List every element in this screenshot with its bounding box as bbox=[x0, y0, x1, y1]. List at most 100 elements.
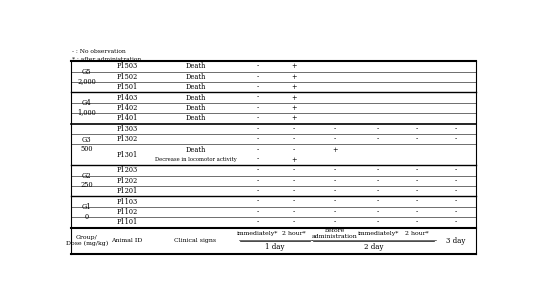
Text: - : No observation: - : No observation bbox=[72, 49, 126, 54]
Text: P1102: P1102 bbox=[116, 208, 138, 216]
Text: 2 hour*: 2 hour* bbox=[282, 231, 305, 236]
Text: +: + bbox=[291, 83, 296, 91]
Text: -: - bbox=[256, 135, 258, 143]
Text: -: - bbox=[256, 62, 258, 70]
Text: 1 day: 1 day bbox=[265, 243, 285, 251]
Text: -: - bbox=[454, 177, 457, 185]
Text: -: - bbox=[256, 125, 258, 133]
Text: +: + bbox=[291, 104, 296, 112]
Text: -: - bbox=[256, 156, 258, 164]
Text: P1203: P1203 bbox=[116, 166, 138, 174]
Text: Group/
Dose (mg/kg): Group/ Dose (mg/kg) bbox=[66, 235, 108, 246]
Text: -: - bbox=[377, 218, 380, 226]
Text: 3 day: 3 day bbox=[446, 237, 466, 245]
Text: -: - bbox=[454, 125, 457, 133]
Text: -: - bbox=[256, 83, 258, 91]
Text: -: - bbox=[454, 208, 457, 216]
Text: -: - bbox=[416, 218, 418, 226]
Text: -: - bbox=[416, 198, 418, 206]
Text: 2 hour*: 2 hour* bbox=[405, 231, 429, 236]
Text: immediately*: immediately* bbox=[358, 231, 399, 236]
Text: +: + bbox=[291, 73, 296, 81]
Text: -: - bbox=[416, 166, 418, 174]
Text: -: - bbox=[377, 208, 380, 216]
Text: G5
2,000: G5 2,000 bbox=[77, 68, 96, 86]
Text: P1303: P1303 bbox=[116, 125, 138, 133]
Text: -: - bbox=[256, 177, 258, 185]
Text: -: - bbox=[454, 198, 457, 206]
Text: G3
500: G3 500 bbox=[81, 136, 93, 153]
Text: -: - bbox=[293, 198, 295, 206]
Text: -: - bbox=[454, 218, 457, 226]
Text: +: + bbox=[291, 62, 296, 70]
Text: +: + bbox=[332, 146, 337, 154]
Text: -: - bbox=[256, 218, 258, 226]
Text: 2 day: 2 day bbox=[364, 243, 383, 251]
Text: Death: Death bbox=[185, 73, 206, 81]
Text: -: - bbox=[334, 198, 336, 206]
Text: -: - bbox=[293, 146, 295, 154]
Text: Death: Death bbox=[185, 146, 206, 154]
Text: P1302: P1302 bbox=[116, 135, 138, 143]
Text: Clinical signs: Clinical signs bbox=[174, 238, 216, 243]
Text: -: - bbox=[293, 135, 295, 143]
Text: P1403: P1403 bbox=[116, 94, 138, 102]
Text: -: - bbox=[256, 198, 258, 206]
Text: Animal ID: Animal ID bbox=[112, 238, 143, 243]
Text: +: + bbox=[291, 114, 296, 122]
Text: -: - bbox=[377, 135, 380, 143]
Text: Decrease in locomotor activity: Decrease in locomotor activity bbox=[154, 157, 236, 162]
Text: -: - bbox=[454, 166, 457, 174]
Text: P1202: P1202 bbox=[116, 177, 138, 185]
Text: -: - bbox=[256, 208, 258, 216]
Text: Death: Death bbox=[185, 94, 206, 102]
Text: -: - bbox=[334, 208, 336, 216]
Text: -: - bbox=[293, 187, 295, 195]
Text: P1103: P1103 bbox=[116, 198, 138, 206]
Text: P1502: P1502 bbox=[116, 73, 138, 81]
Text: P1301: P1301 bbox=[116, 151, 138, 159]
Text: -: - bbox=[334, 125, 336, 133]
Text: P1501: P1501 bbox=[116, 83, 138, 91]
Text: -: - bbox=[416, 135, 418, 143]
Text: -: - bbox=[377, 187, 380, 195]
Text: +: + bbox=[291, 156, 296, 164]
Text: -: - bbox=[416, 177, 418, 185]
Text: -: - bbox=[377, 125, 380, 133]
Text: -: - bbox=[334, 166, 336, 174]
Text: -: - bbox=[256, 187, 258, 195]
Text: -: - bbox=[334, 177, 336, 185]
Text: -: - bbox=[293, 218, 295, 226]
Text: -: - bbox=[416, 187, 418, 195]
Text: -: - bbox=[293, 208, 295, 216]
Text: -: - bbox=[334, 135, 336, 143]
Text: Death: Death bbox=[185, 114, 206, 122]
Text: -: - bbox=[377, 166, 380, 174]
Text: -: - bbox=[293, 125, 295, 133]
Text: -: - bbox=[454, 135, 457, 143]
Text: -: - bbox=[256, 114, 258, 122]
Text: Death: Death bbox=[185, 83, 206, 91]
Text: -: - bbox=[256, 166, 258, 174]
Text: before
administration: before administration bbox=[312, 228, 358, 239]
Text: -: - bbox=[416, 208, 418, 216]
Text: P1402: P1402 bbox=[116, 104, 138, 112]
Text: P1401: P1401 bbox=[116, 114, 138, 122]
Text: -: - bbox=[334, 187, 336, 195]
Text: immediately*: immediately* bbox=[237, 231, 278, 236]
Text: P1201: P1201 bbox=[116, 187, 138, 195]
Text: -: - bbox=[256, 104, 258, 112]
Text: -: - bbox=[454, 187, 457, 195]
Text: -: - bbox=[293, 166, 295, 174]
Text: Death: Death bbox=[185, 62, 206, 70]
Text: G4
1,000: G4 1,000 bbox=[77, 99, 96, 117]
Text: -: - bbox=[377, 198, 380, 206]
Text: -: - bbox=[256, 73, 258, 81]
Text: * : after administration: * : after administration bbox=[72, 57, 142, 62]
Text: -: - bbox=[293, 177, 295, 185]
Text: Death: Death bbox=[185, 104, 206, 112]
Text: +: + bbox=[291, 94, 296, 102]
Text: P1101: P1101 bbox=[116, 218, 138, 226]
Text: G2
250: G2 250 bbox=[81, 172, 93, 190]
Text: -: - bbox=[334, 218, 336, 226]
